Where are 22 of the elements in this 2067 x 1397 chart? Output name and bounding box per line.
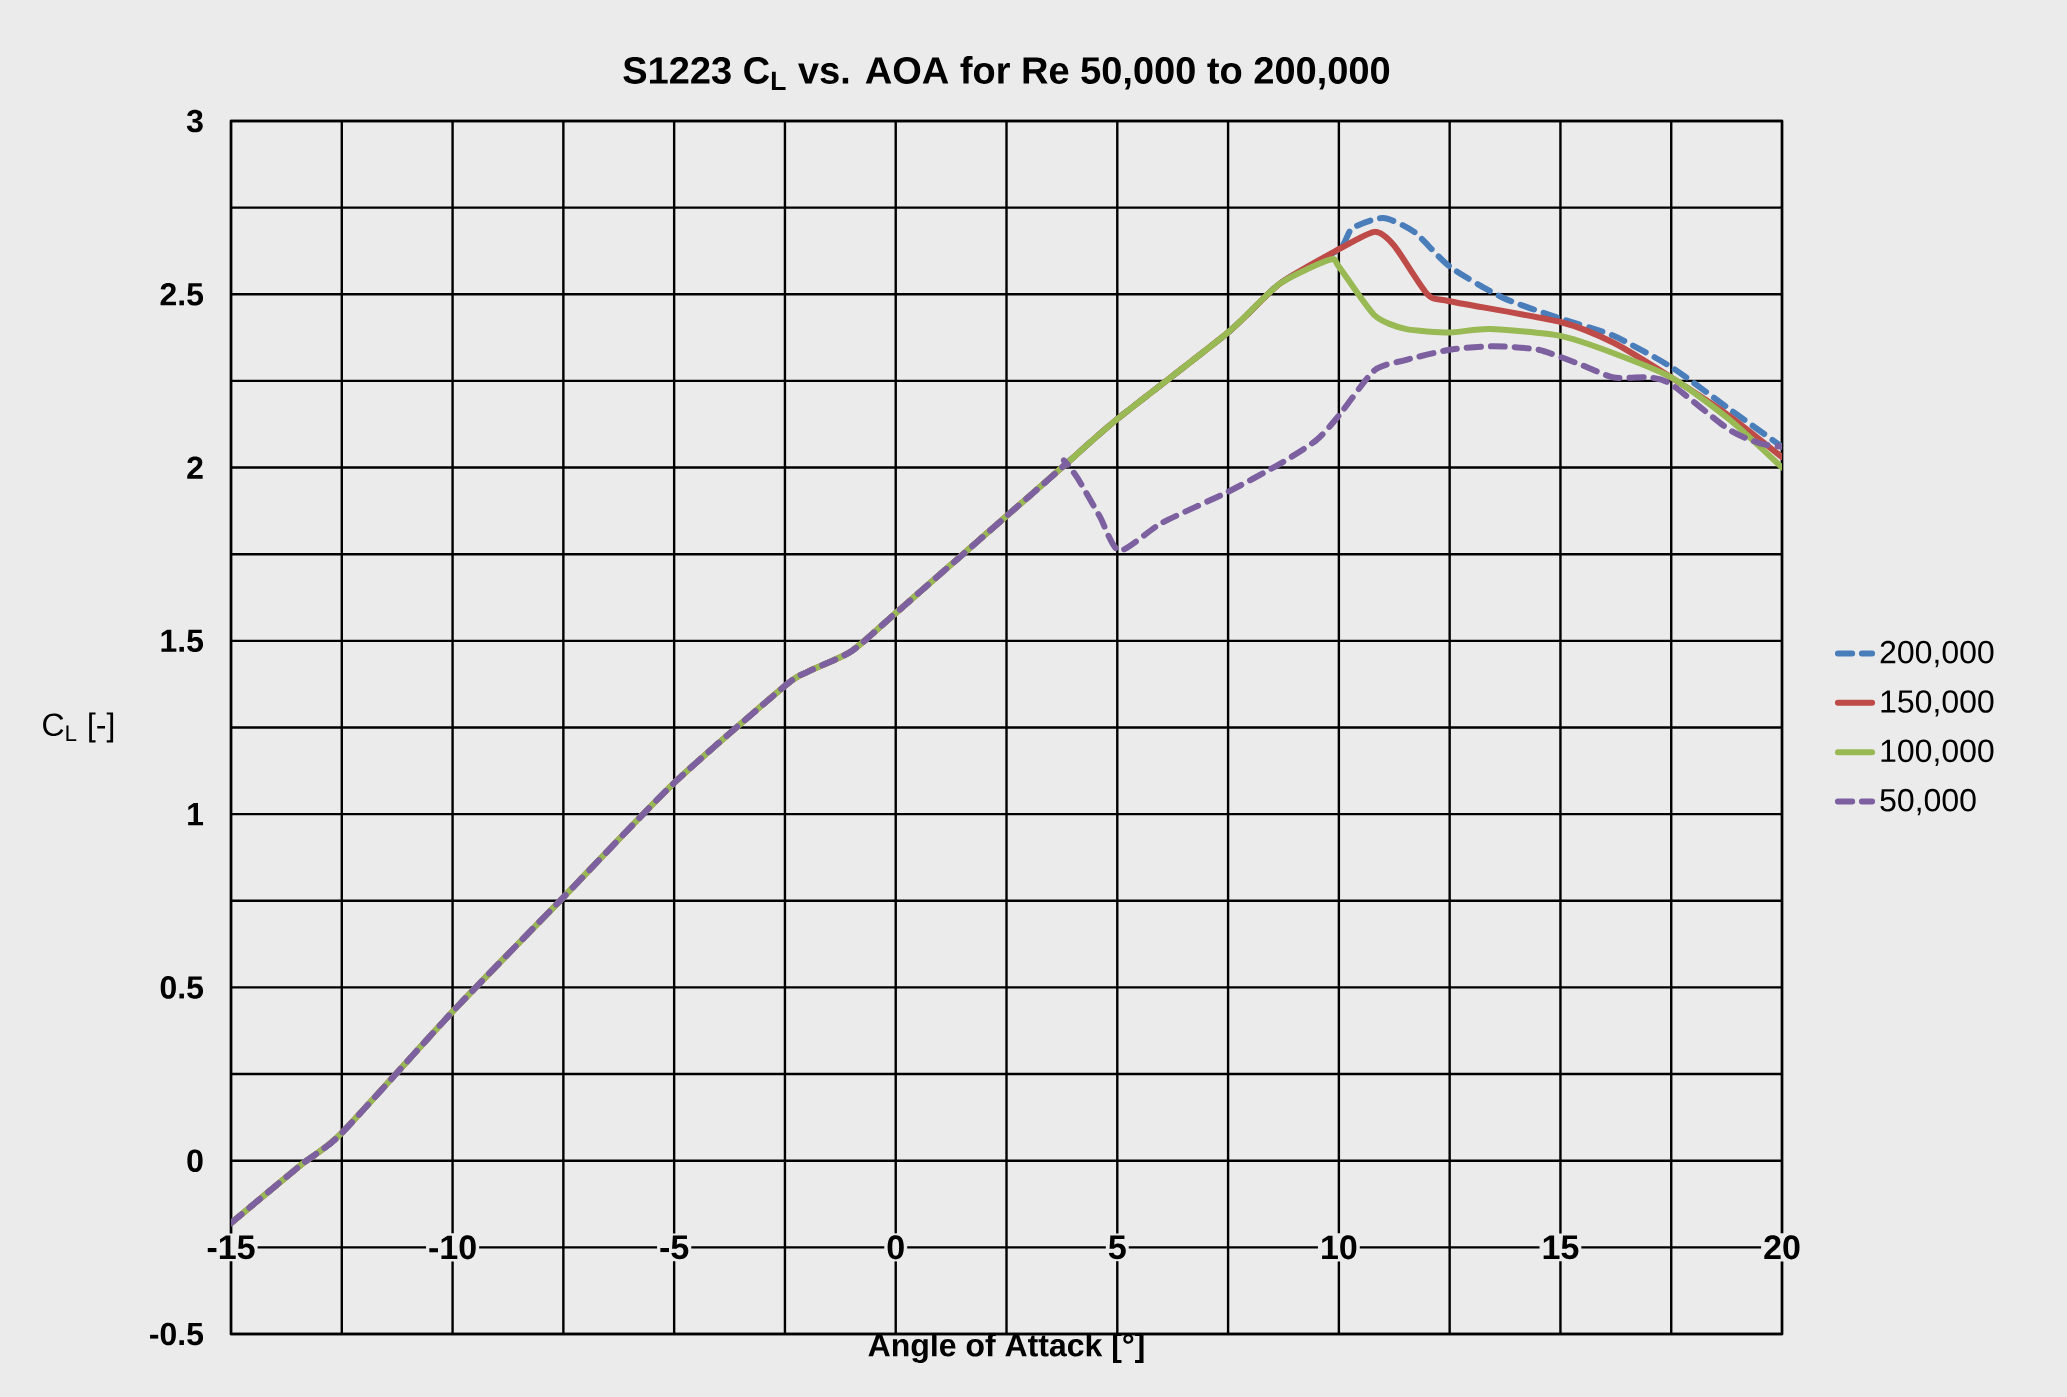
- y-tick-label: 3: [186, 109, 203, 133]
- y-tick-label: 1.5: [161, 629, 204, 653]
- y-axis-title: C$_{L}$ [-]: [43, 712, 114, 743]
- legend-label: 200,000: [1880, 640, 1994, 668]
- y-tick-label: 2.5: [160, 282, 204, 306]
- y-tick-label: 0: [187, 1149, 203, 1173]
- legend-label: 50,000: [1880, 788, 1976, 816]
- y-tick-label: -0.5: [150, 1322, 204, 1346]
- x-tick-label: 20: [1764, 1235, 1800, 1260]
- x-tick-label: 5: [1108, 1235, 1126, 1260]
- x-tick-label: 0: [887, 1235, 904, 1260]
- y-tick-label: 2: [187, 456, 203, 479]
- x-tick-label: 10: [1322, 1235, 1357, 1260]
- legend-label: 150,000: [1881, 690, 1994, 717]
- x-tick-label: 15: [1543, 1235, 1579, 1260]
- x-tick-label: -10: [429, 1235, 476, 1260]
- y-tick-label: 1: [188, 803, 204, 826]
- chart-title: S1223 C$_{L}$ vs. AOA for Re 50,000 to 200,000: [623, 55, 1390, 90]
- x-tick-label: -15: [207, 1235, 255, 1260]
- legend-label: 100,000: [1881, 739, 1994, 766]
- y-tick-label: 0.5: [160, 976, 204, 999]
- x-tick-label: -5: [660, 1235, 689, 1260]
